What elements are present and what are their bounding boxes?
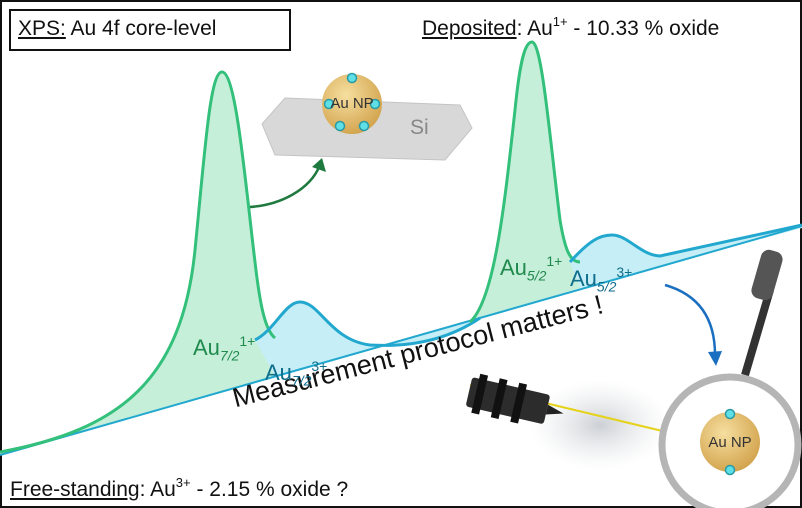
graphical-abstract: Au NP Si Au NP Measurement protocol matt… [0, 0, 802, 508]
arrow [250, 165, 320, 207]
xps-text: Au 4f core-level [66, 17, 217, 40]
element: Au [570, 266, 597, 291]
deposited-line: Deposited: Au1+ - 10.33 % oxide [422, 17, 719, 41]
element: Au [265, 360, 292, 385]
illustration: Au NP Si Au NP Measurement protocol matt… [0, 0, 802, 508]
charge: 3+ [176, 475, 191, 490]
arrow-head [708, 351, 722, 366]
xps-title: XPS: Au 4f core-level [18, 17, 216, 41]
handle [745, 290, 770, 375]
orbital: 5/2 [527, 267, 546, 283]
free-standing-line: Free-standing: Au3+ - 2.15 % oxide ? [10, 478, 348, 502]
text: - 10.33 % oxide [568, 17, 720, 40]
peak-label: Au5/21+ [500, 255, 562, 283]
element: Au [193, 335, 220, 360]
element: : Au [517, 17, 553, 40]
label: Deposited [422, 17, 517, 40]
charge: 3+ [311, 358, 327, 374]
orbital: 7/2 [220, 347, 239, 363]
element: Au [500, 255, 527, 280]
charge: 3+ [616, 264, 632, 280]
charge: 1+ [546, 253, 562, 269]
peak-label: Au5/23+ [570, 266, 632, 294]
np-label: Au NP [708, 434, 751, 451]
peak-label: Au7/21+ [193, 335, 255, 363]
spray-cloud [530, 380, 670, 470]
element: : Au [140, 478, 176, 501]
orbital: 5/2 [597, 278, 616, 294]
charge: 1+ [239, 333, 255, 349]
orbital: 7/2 [292, 372, 311, 388]
peak-label: Au7/23+ [265, 360, 327, 388]
text: - 2.15 % oxide ? [191, 478, 349, 501]
charge: 1+ [553, 14, 568, 29]
np-label: Au NP [330, 95, 373, 112]
label: Free-standing [10, 478, 140, 501]
si-label: Si [410, 116, 429, 139]
handle-grip [750, 248, 785, 302]
arrow [665, 285, 715, 355]
xps-label: XPS: [18, 17, 66, 40]
